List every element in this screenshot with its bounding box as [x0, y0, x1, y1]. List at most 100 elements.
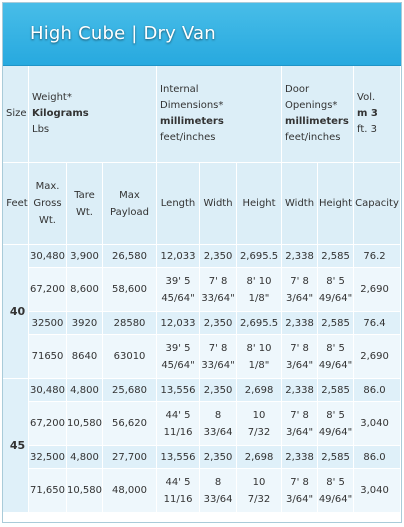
cell-line: 33/64 [203, 493, 233, 505]
length-cell: 12,033 [157, 312, 201, 335]
width-cell: 2,350 [200, 379, 238, 402]
cell-line: 33/64 [203, 426, 233, 438]
capacity-cell: 86.0 [354, 446, 401, 469]
internal-dimensions-header: Internal Dimensions* millimeters feet/in… [157, 66, 283, 163]
max-gross-line: Gross [33, 198, 62, 209]
max-gross-cell: 30,480 [29, 245, 67, 268]
tare-cell: 8,600 [67, 268, 103, 312]
capacity-cell: 3,040 [354, 402, 401, 446]
length-cell: 13,556 [157, 446, 201, 469]
cell-line: 49/64" [318, 292, 353, 304]
door-header-unit: millimeters [285, 116, 349, 127]
max-gross-cell: 67,200 [29, 268, 67, 312]
cell-line: 7' 8 [208, 342, 228, 354]
length-cell: 44' 5 11/16 [157, 402, 201, 446]
length-cell: 12,033 [157, 245, 201, 268]
door-height-cell: 8' 5 49/64" [318, 469, 355, 513]
tare-cell: 3920 [67, 312, 103, 335]
height-header: Height [237, 163, 283, 245]
door-width-cell: 7' 8 3/64" [282, 402, 319, 446]
width-cell: 2,350 [200, 312, 238, 335]
length-header: Length [157, 163, 201, 245]
cell-line: 7' 8 [290, 342, 309, 354]
tare-cell: 4,800 [67, 446, 103, 469]
max-payload-cell: 28580 [103, 312, 158, 335]
height-cell: 2,695.5 [237, 245, 283, 268]
cell-line: 49/64" [318, 426, 353, 438]
cell-line: 8 [214, 476, 222, 488]
max-payload-line: Payload [110, 206, 150, 218]
cell-line: 39' 5 [165, 342, 191, 354]
max-gross-header: Max. Gross Wt. [29, 163, 67, 245]
length-cell: 39' 5 45/64" [157, 335, 201, 379]
max-payload-cell: 56,620 [103, 402, 158, 446]
width-cell: 8 33/64 [200, 469, 238, 513]
height-cell: 10 7/32 [237, 402, 283, 446]
internal-header-line: Internal [160, 84, 199, 95]
width-cell: 2,350 [200, 446, 238, 469]
header-row: Size Weight* Kilograms Lbs Internal Dime… [3, 66, 401, 163]
door-height-cell: 8' 5 49/64" [318, 268, 355, 312]
size-cell: 40 [3, 245, 29, 379]
tare-cell: 3,900 [67, 245, 103, 268]
cell-line: 8' 5 [326, 476, 345, 488]
table-row: 32,500 4,800 27,700 13,556 2,350 2,698 2,338 2,… [3, 446, 401, 469]
subheader-row: Feet Max. Gross Wt. Tare Wt. Max Payload… [3, 163, 401, 245]
capacity-cell: 3,040 [354, 469, 401, 513]
capacity-cell: 2,690 [354, 335, 401, 379]
cell-line: 3/64" [286, 359, 314, 371]
cell-line: 11/16 [163, 426, 193, 438]
max-gross-line: Wt. [39, 215, 56, 226]
height-cell: 8' 10 1/8" [237, 268, 283, 312]
cell-line: 11/16 [163, 493, 193, 505]
cell-line: 49/64" [318, 493, 353, 505]
max-gross-line: Max. [35, 181, 60, 192]
cell-line: 8' 10 [246, 275, 272, 287]
cell-line: 49/64" [318, 359, 353, 371]
table-row: 40 30,480 3,900 26,580 12,033 2,350 2,695.5 2,3… [3, 245, 401, 379]
internal-header-unit-alt: feet/inches [160, 132, 216, 143]
max-payload-cell: 27,700 [103, 446, 158, 469]
door-width-cell: 2,338 [282, 312, 319, 335]
cell-line: 45/64" [161, 292, 195, 304]
capacity-header: Capacity [354, 163, 401, 245]
cell-line: 3/64" [286, 493, 314, 505]
height-cell: 2,698 [237, 446, 283, 469]
table-row: 67,200 8,600 58,600 39' 5 45/64" 7' 8 33/64" 8'… [3, 268, 401, 312]
max-payload-cell: 58,600 [103, 268, 158, 312]
spec-panel: High Cube | Dry Van Size Weight* Kilogra… [2, 2, 402, 523]
cell-line: 8' 5 [326, 409, 345, 421]
door-openings-header: Door Openings* millimeters feet/inches [282, 66, 355, 163]
length-cell: 13,556 [157, 379, 201, 402]
width-cell: 8 33/64 [200, 402, 238, 446]
table-row: 45 30,480 4,800 25,680 13,556 2,350 2,698 2,338… [3, 379, 401, 513]
door-height-cell: 8' 5 49/64" [318, 402, 355, 446]
door-width-header: Width [282, 163, 319, 245]
max-payload-line: Max [119, 189, 140, 201]
tare-line: Wt. [76, 206, 93, 218]
cell-line: 7/32 [247, 426, 271, 438]
max-payload-cell: 48,000 [103, 469, 158, 513]
cell-line: 8' 10 [246, 342, 272, 354]
width-cell: 7' 8 33/64" [200, 268, 238, 312]
cell-line: 44' 5 [165, 476, 191, 488]
weight-header-unit-alt: Lbs [32, 124, 50, 135]
max-gross-cell: 30,480 [29, 379, 67, 402]
volume-header: Vol. m 3 ft. 3 [354, 66, 401, 163]
door-height-cell: 2,585 [318, 446, 355, 469]
table-row: 67,200 10,580 56,620 44' 5 11/16 8 33/64 10 7/32… [3, 402, 401, 446]
cell-line: 7/32 [247, 493, 271, 505]
volume-header-unit: m 3 [357, 108, 378, 119]
capacity-cell: 86.0 [354, 379, 401, 402]
cell-line: 33/64" [201, 359, 235, 371]
cell-line: 1/8" [248, 359, 270, 371]
table-row: 71650 8640 63010 39' 5 45/64" 7' 8 33/64" 8' 10… [3, 335, 401, 379]
size-header: Size [3, 66, 29, 163]
max-gross-cell: 71,650 [29, 469, 67, 513]
volume-header-unit-alt: ft. 3 [357, 124, 378, 135]
cell-line: 7' 8 [290, 409, 309, 421]
height-cell: 2,695.5 [237, 312, 283, 335]
door-width-cell: 2,338 [282, 446, 319, 469]
cell-line: 1/8" [248, 292, 270, 304]
feet-header: Feet [3, 163, 29, 245]
